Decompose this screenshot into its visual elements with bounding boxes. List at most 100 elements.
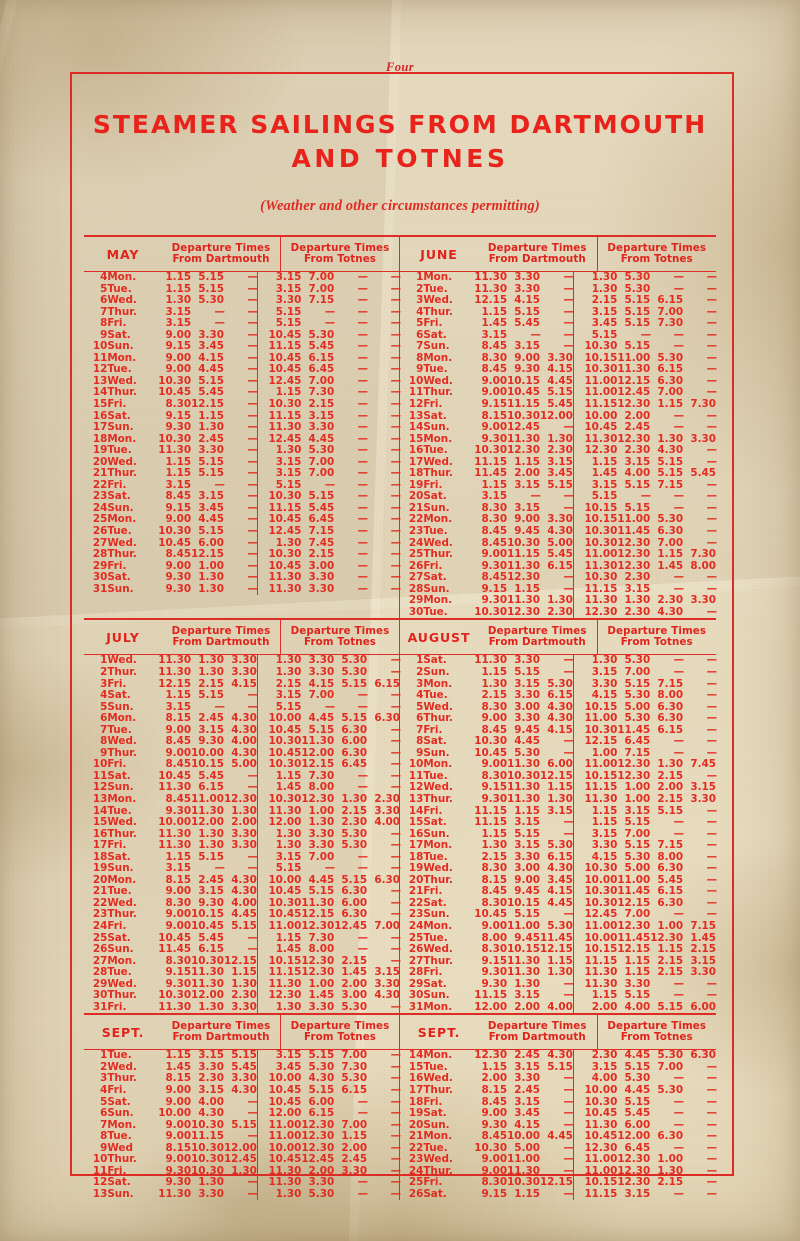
day-of-week: Wed bbox=[107, 1141, 133, 1154]
day-of-week: Thur. bbox=[107, 827, 137, 840]
dartmouth-time-1: 9.00 bbox=[165, 908, 192, 921]
totnes-time-1: 4.15 bbox=[572, 851, 618, 864]
day-number: 19 bbox=[408, 862, 424, 875]
totnes-time-3: — bbox=[357, 305, 368, 318]
totnes-time-4: — bbox=[390, 769, 401, 782]
totnes-time-2: 12.30 bbox=[301, 792, 335, 805]
totnes-time-1: 11.15 bbox=[572, 1188, 618, 1201]
dartmouth-time-2: 5.45 bbox=[514, 317, 540, 330]
totnes-time-1: 5.15 bbox=[256, 479, 302, 492]
table-row: 25 Thur. 9.00 11.15 5.45 11.00 12.30 1.15 7.30 bbox=[400, 549, 716, 561]
dartmouth-time-2: 1.30 bbox=[198, 654, 224, 667]
dartmouth-time-3: — bbox=[247, 478, 257, 491]
dartmouth-time-2: 3.45 bbox=[198, 340, 224, 353]
totnes-time-1: 11.30 bbox=[256, 583, 302, 596]
totnes-time-3: 5.30 bbox=[657, 513, 684, 526]
totnes-time-4: — bbox=[706, 977, 717, 990]
day-of-week: Wed. bbox=[107, 455, 137, 468]
totnes-time-4: — bbox=[706, 769, 717, 782]
totnes-time-1: 11.15 bbox=[572, 782, 618, 794]
day-of-week: Fri. bbox=[107, 317, 127, 330]
totnes-time-4: — bbox=[390, 862, 401, 875]
dartmouth-time-3: 4.45 bbox=[547, 1130, 573, 1143]
totnes-time-4: 1.45 bbox=[690, 931, 716, 944]
day-number: 5 bbox=[416, 317, 424, 330]
day-number: 2 bbox=[416, 665, 424, 678]
totnes-time-2: 6.15 bbox=[308, 351, 335, 364]
table-row: 15 Fri. 8.30 12.15—10.30 2.15— — bbox=[84, 398, 401, 411]
day-number: 18 bbox=[408, 467, 424, 480]
totnes-time-4: — bbox=[390, 513, 401, 526]
totnes-time-1: 5.15 bbox=[256, 701, 302, 714]
dartmouth-time-2: 11.30 bbox=[507, 966, 540, 979]
totnes-time-1: 10.45 bbox=[256, 329, 302, 342]
totnes-time-1: 11.00 bbox=[572, 1165, 618, 1178]
day-number: 6 bbox=[100, 1107, 108, 1120]
totnes-time-4: — bbox=[706, 700, 717, 713]
dartmouth-time-2: 5.15 bbox=[198, 455, 224, 468]
totnes-time-1: 11.30 bbox=[572, 793, 618, 806]
totnes-time-3: — bbox=[357, 862, 368, 875]
dartmouth-time-3: 5.30 bbox=[547, 839, 573, 852]
totnes-header-line1: Departure Times bbox=[607, 241, 707, 254]
dartmouth-time-1: 1.15 bbox=[481, 478, 508, 491]
table-row: 24 Thur. 9.00 11.30—11.00 12.30 1.30— bbox=[400, 1164, 717, 1178]
totnes-time-2: 12.30 bbox=[301, 1141, 335, 1154]
month-header: SEPT. Departure Times From Dartmouth Depart… bbox=[400, 1015, 717, 1051]
day-of-week: Mon. bbox=[423, 1130, 453, 1143]
totnes-time-2: 7.45 bbox=[308, 536, 335, 549]
totnes-time-4: 7.30 bbox=[690, 548, 716, 561]
day-number: 9 bbox=[100, 1141, 108, 1154]
totnes-time-3: 5.15 bbox=[657, 467, 684, 480]
day-of-week: Wed. bbox=[423, 1072, 453, 1085]
dartmouth-time-3: — bbox=[247, 548, 257, 561]
totnes-time-3: — bbox=[673, 827, 684, 840]
day-of-week: Fri. bbox=[423, 804, 443, 817]
totnes-time-4: 3.15 bbox=[374, 966, 400, 979]
day-number: 17 bbox=[92, 839, 108, 852]
dartmouth-time-2: 5.15 bbox=[198, 689, 224, 702]
dartmouth-time-2: 12.15 bbox=[191, 398, 224, 411]
totnes-time-4: — bbox=[390, 328, 401, 341]
totnes-header-line2: From Totnes bbox=[303, 636, 377, 649]
dartmouth-time-1: 9.15 bbox=[165, 966, 192, 979]
totnes-time-2: 5.15 bbox=[624, 1060, 651, 1073]
day-number: 27 bbox=[92, 536, 108, 549]
table-row: 27 Wed. 10.45 6.00—1.30 7.45— — bbox=[84, 536, 401, 550]
totnes-time-2: 12.00 bbox=[301, 746, 335, 759]
dartmouth-time-1: 11.30 bbox=[158, 1187, 192, 1200]
totnes-column-header: Departure Times From Totnes bbox=[596, 1015, 717, 1050]
table-row: 30 Sun. 11.15 3.15—1.15 5.15— — bbox=[400, 989, 717, 1002]
totnes-time-2: 3.30 bbox=[308, 571, 335, 584]
table-row: 15 Tue. 1.15 3.15 5.15 3.15 5.15 7.00— bbox=[400, 1060, 717, 1074]
totnes-time-4: — bbox=[706, 328, 717, 341]
dartmouth-time-1: 9.00 bbox=[481, 1164, 508, 1177]
totnes-time-3: 2.15 bbox=[657, 966, 684, 979]
day-number: 19 bbox=[408, 478, 424, 491]
dartmouth-time-3: — bbox=[563, 665, 573, 678]
table-row: 6 Mon. 8.15 2.45 4.30 10.00 4.45 5.15 6.30 bbox=[84, 713, 400, 725]
dartmouth-time-3: 5.45 bbox=[231, 1060, 257, 1073]
dartmouth-time-3: 4.30 bbox=[231, 723, 257, 736]
day-number: 25 bbox=[92, 931, 108, 944]
dartmouth-time-2: 9.45 bbox=[514, 525, 540, 538]
day-of-week: Tue. bbox=[423, 282, 448, 295]
totnes-time-4: 3.15 bbox=[690, 954, 716, 967]
table-row: 4 Thur. 1.15 5.15—3.15 5.15 7.00— bbox=[400, 306, 717, 319]
totnes-time-3: — bbox=[673, 328, 684, 341]
totnes-time-3: 6.30 bbox=[657, 896, 684, 909]
dartmouth-time-3: — bbox=[563, 735, 573, 748]
day-of-week: Sun. bbox=[107, 700, 134, 713]
totnes-time-2: 4.00 bbox=[624, 1000, 651, 1013]
totnes-time-2: — bbox=[324, 305, 335, 318]
totnes-time-4: — bbox=[706, 501, 717, 514]
table-row: 24 Sun. 9.15 3.45—11.15 5.45— — bbox=[84, 502, 401, 515]
dartmouth-time-2: 3.15 bbox=[514, 989, 540, 1002]
day-number: 13 bbox=[92, 792, 108, 805]
totnes-time-2: 4.45 bbox=[308, 712, 335, 725]
sailing-times-table: 1 Wed. 11.30 1.30 3.30 1.30 3.30 5.30—2 Thur. 11.… bbox=[84, 654, 401, 1014]
dartmouth-time-1: 1.45 bbox=[481, 317, 508, 330]
totnes-time-1: 5.15 bbox=[256, 863, 302, 875]
totnes-time-2: 3.30 bbox=[308, 582, 335, 595]
day-number: 16 bbox=[92, 409, 108, 422]
